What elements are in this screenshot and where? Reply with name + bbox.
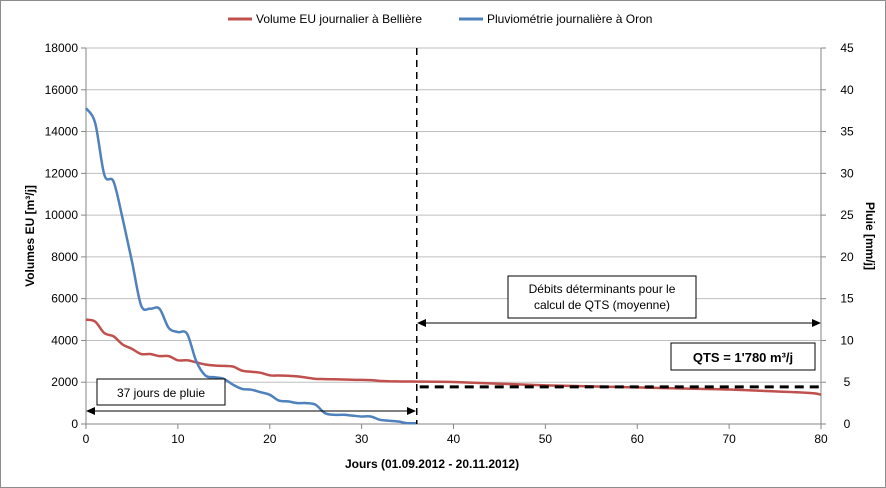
x-tick-label: 10	[171, 432, 185, 446]
y-tick-label: 16000	[45, 83, 79, 97]
arrowhead-right-icon	[812, 319, 821, 327]
y2-tick-label: 45	[840, 41, 854, 55]
legend-label-volume: Volume EU journalier à Bellière	[256, 12, 422, 26]
legend-label-rain: Pluviométrie journalière à Oron	[487, 12, 652, 26]
y2-tick-label: 15	[840, 292, 854, 306]
y-tick-label: 12000	[45, 166, 79, 180]
y-tick-label: 6000	[51, 292, 78, 306]
y2-tick-label: 35	[840, 125, 854, 139]
series-line-rain	[84, 107, 417, 425]
y-tick-label: 2000	[51, 375, 78, 389]
y-axis-ticks: 0 2000 4000 6000 8000 10000 12000 14000 16000 180…	[45, 41, 86, 431]
y2-tick-label: 10	[840, 333, 854, 347]
y2-axis-ticks: 0 5 10 15 20 25 30 35 40 45	[821, 41, 854, 431]
y-tick-label: 4000	[51, 333, 78, 347]
x-axis-ticks: 0 10 20 30 40 50 60 70 80	[83, 424, 828, 446]
x-tick-label: 70	[722, 432, 736, 446]
annotation-qts-box	[670, 342, 816, 371]
x-axis-title: Jours (01.09.2012 - 20.11.2012)	[345, 457, 519, 471]
y2-tick-label: 5	[844, 375, 851, 389]
annotation-rain-days-box	[96, 378, 226, 406]
arrowhead-left-icon	[417, 319, 426, 327]
y-tick-label: 10000	[45, 208, 79, 222]
y-tick-label: 0	[71, 417, 78, 431]
y-tick-label: 18000	[45, 41, 79, 55]
annotation-qts: QTS = 1'780 m³/j	[670, 342, 816, 371]
y2-axis-title: Pluie [mm/j]	[863, 202, 877, 270]
annotation-rain-days-text: 37 jours de pluie	[117, 386, 205, 400]
annotation-determining-flows-box	[507, 275, 697, 319]
x-tick-label: 30	[355, 432, 369, 446]
y-tick-label: 8000	[51, 250, 78, 264]
x-tick-label: 40	[447, 432, 461, 446]
y-tick-label: 14000	[45, 125, 79, 139]
legend: Volume EU journalier à Bellière Pluviomé…	[228, 12, 652, 26]
gridlines	[86, 47, 821, 383]
x-tick-label: 50	[539, 432, 553, 446]
annotation-determining-flows-line1: Débits déterminants pour le	[529, 282, 676, 296]
arrowhead-right-icon	[407, 407, 416, 415]
x-tick-label: 20	[263, 432, 277, 446]
arrowhead-left-icon	[86, 407, 95, 415]
annotation-rain-days: 37 jours de pluie	[86, 378, 416, 415]
x-tick-label: 80	[814, 432, 828, 446]
annotation-determining-flows-line2: calcul de QTS (moyenne)	[534, 298, 670, 312]
annotation-determining-flows-text: Débits déterminants pour le calcul de QTS…	[529, 282, 676, 312]
y2-tick-label: 40	[840, 83, 854, 97]
y2-tick-label: 30	[840, 166, 854, 180]
x-tick-label: 60	[631, 432, 645, 446]
x-tick-label: 0	[83, 432, 90, 446]
annotation-determining-flows: Débits déterminants pour le calcul de QTS…	[417, 275, 821, 327]
series-line-volume	[85, 318, 822, 397]
y2-tick-label: 0	[844, 417, 851, 431]
annotation-qts-text: QTS = 1'780 m³/j	[693, 350, 793, 365]
y2-tick-label: 20	[840, 250, 854, 264]
y-axis-title: Volumes EU [m³/j]	[23, 185, 37, 287]
y2-tick-label: 25	[840, 208, 854, 222]
